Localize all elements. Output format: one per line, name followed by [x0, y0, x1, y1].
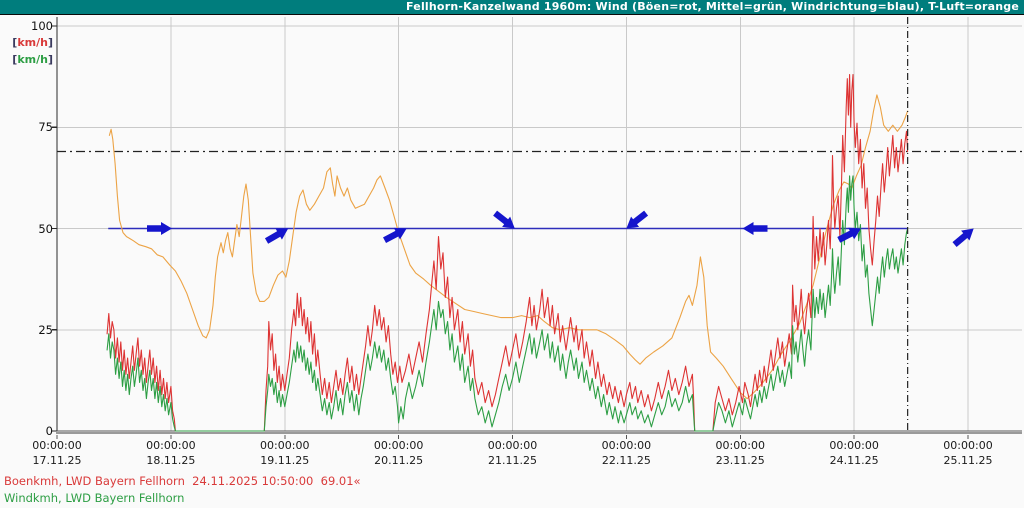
x-tick-date: 24.11.25: [829, 454, 879, 467]
x-tick-date: 25.11.25: [943, 454, 993, 467]
wind-direction-arrow-icon: [383, 227, 407, 244]
legend-gusts: Boenkmh, LWD Bayern Fellhorn 24.11.2025 …: [4, 474, 361, 488]
x-tick-label: 00:00:00 20.11.25: [351, 438, 447, 468]
chart-title-bar: Fellhorn-Kanzelwand 1960m: Wind (Böen=ro…: [0, 0, 1024, 15]
bracket-close: ]: [47, 36, 53, 49]
x-tick-label: 00:00:00 19.11.25: [237, 438, 333, 468]
x-tick-label: 00:00:00 18.11.25: [123, 438, 219, 468]
series-line-boeen: [106, 74, 909, 432]
x-tick-date: 20.11.25: [374, 454, 424, 467]
y-tick-label: 75: [38, 120, 53, 135]
wind-direction-arrow-icon: [837, 227, 861, 243]
x-tick-date: 22.11.25: [601, 454, 651, 467]
x-tick-label: 00:00:00 23.11.25: [692, 438, 788, 468]
legend-mean: Windkmh, LWD Bayern Fellhorn: [4, 491, 185, 505]
bracket-open: [: [12, 53, 18, 66]
wind-direction-arrow-icon: [626, 210, 649, 229]
y-tick-label: 25: [38, 322, 53, 337]
x-tick-label: 00:00:00 25.11.25: [920, 438, 1016, 468]
y-tick-label: 0: [45, 424, 53, 438]
x-tick-label: 00:00:00 21.11.25: [465, 438, 561, 468]
bracket-close: ]: [47, 53, 53, 66]
wind-direction-arrow-icon: [742, 222, 768, 235]
x-tick-label: 00:00:00 17.11.25: [9, 438, 105, 468]
bracket-open: [: [12, 36, 18, 49]
wind-direction-arrow-icon: [493, 210, 515, 229]
y-tick-label: 50: [38, 221, 53, 236]
wind-direction-arrow-icon: [264, 228, 289, 244]
series-line-t-luft: [108, 94, 909, 400]
y-unit-label-mean: [km/h]: [0, 53, 53, 67]
x-tick-date: 18.11.25: [146, 454, 196, 467]
x-tick-time: 00:00:00: [601, 439, 652, 452]
y-tick-label: 100: [31, 19, 53, 33]
wind-direction-arrow-icon: [952, 228, 974, 248]
x-tick-time: 00:00:00: [373, 439, 424, 452]
x-tick-label: 00:00:00 22.11.25: [578, 438, 674, 468]
x-tick-date: 19.11.25: [260, 454, 310, 467]
x-tick-time: 00:00:00: [32, 439, 82, 452]
chart-title: Fellhorn-Kanzelwand 1960m: Wind (Böen=ro…: [406, 0, 1019, 13]
x-tick-time: 00:00:00: [487, 439, 538, 452]
series-line-mittel: [106, 175, 909, 432]
x-tick-date: 23.11.25: [715, 454, 765, 467]
x-tick-time: 00:00:00: [146, 439, 196, 452]
x-tick-time: 00:00:00: [260, 439, 310, 452]
y-unit-label-gusts: [km/h]: [0, 36, 53, 50]
x-tick-date: 21.11.25: [488, 454, 537, 467]
y-unit-text-gusts: km/h: [17, 36, 48, 49]
x-tick-time: 00:00:00: [943, 439, 993, 452]
x-tick-date: 17.11.25: [32, 454, 82, 467]
wind-direction-arrow-icon: [147, 222, 172, 235]
x-tick-time: 00:00:00: [715, 439, 765, 452]
y-unit-text-mean: km/h: [17, 53, 48, 66]
x-tick-time: 00:00:00: [829, 439, 879, 452]
x-tick-label: 00:00:00 24.11.25: [806, 438, 902, 468]
